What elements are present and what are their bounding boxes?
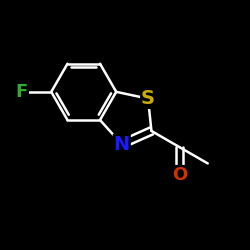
Text: F: F [16,83,28,101]
Text: N: N [114,135,130,154]
Text: S: S [141,89,155,108]
Text: O: O [172,166,187,184]
